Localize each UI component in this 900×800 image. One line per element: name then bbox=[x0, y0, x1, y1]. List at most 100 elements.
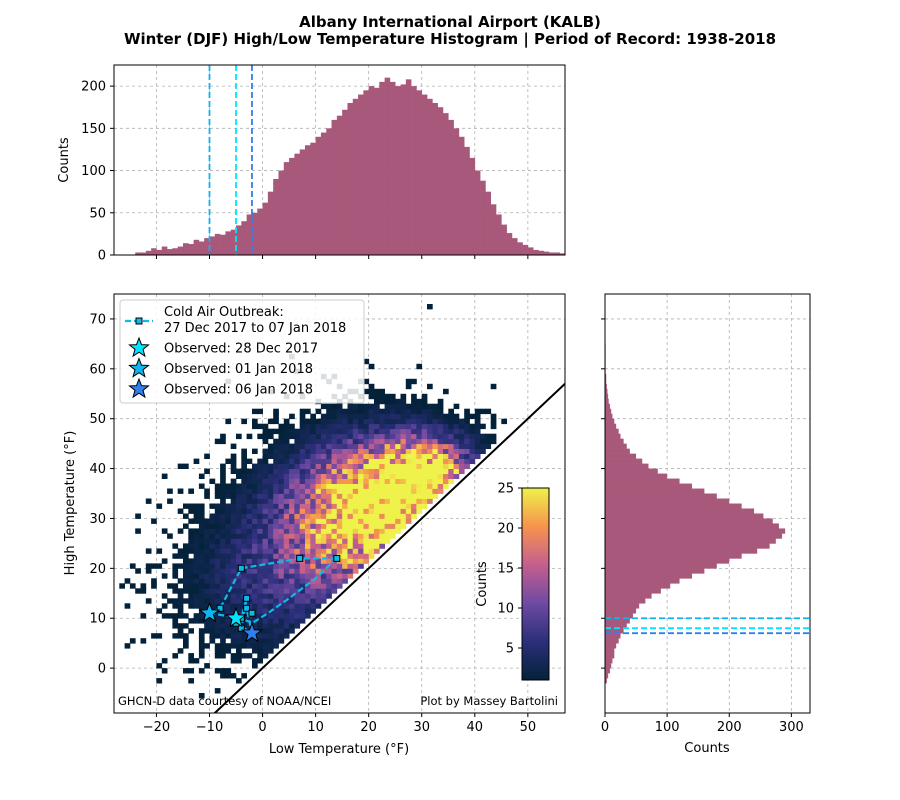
density-cell bbox=[252, 498, 258, 504]
density-cell bbox=[214, 628, 221, 634]
density-cell bbox=[480, 448, 486, 454]
density-cell bbox=[241, 638, 247, 644]
density-cell bbox=[305, 418, 311, 425]
density-cell bbox=[283, 488, 290, 494]
density-cell bbox=[432, 443, 439, 449]
density-cell bbox=[437, 458, 444, 464]
density-cell bbox=[427, 458, 433, 464]
density-cell bbox=[241, 548, 247, 554]
density-cell bbox=[331, 483, 338, 489]
density-cell bbox=[246, 548, 253, 554]
density-cell bbox=[395, 488, 401, 494]
density-cell bbox=[252, 568, 258, 574]
density-cell bbox=[389, 438, 396, 445]
density-cell bbox=[278, 483, 285, 489]
density-cell bbox=[289, 478, 295, 484]
density-cell bbox=[273, 613, 279, 619]
density-cell bbox=[389, 473, 396, 479]
top-histogram-bar bbox=[480, 180, 486, 255]
density-cell bbox=[320, 508, 327, 514]
density-cell bbox=[214, 563, 221, 569]
right-histogram-frame bbox=[604, 293, 811, 714]
density-cell bbox=[342, 503, 348, 509]
density-cell bbox=[220, 543, 226, 549]
density-cell bbox=[273, 543, 279, 549]
density-cell bbox=[246, 573, 253, 579]
density-cell bbox=[188, 488, 194, 494]
density-cell bbox=[331, 423, 338, 430]
density-cell bbox=[188, 543, 194, 549]
density-cell bbox=[384, 528, 391, 534]
density-cell bbox=[273, 503, 279, 509]
density-cell bbox=[342, 533, 348, 539]
density-cell bbox=[421, 423, 428, 430]
density-cell bbox=[368, 438, 375, 445]
density-cell bbox=[358, 528, 364, 534]
density-cell bbox=[230, 528, 237, 534]
density-cell bbox=[161, 558, 168, 564]
density-cell bbox=[262, 538, 269, 544]
density-cell bbox=[411, 403, 417, 410]
density-cell bbox=[374, 403, 380, 410]
density-cell bbox=[230, 643, 237, 649]
density-cell bbox=[310, 418, 316, 425]
density-cell bbox=[140, 613, 147, 619]
density-cell bbox=[151, 578, 157, 584]
top-histogram-bar bbox=[188, 244, 194, 255]
density-cell bbox=[421, 463, 428, 469]
density-cell bbox=[230, 533, 237, 539]
density-cell bbox=[220, 498, 226, 504]
density-cell bbox=[209, 628, 216, 634]
density-cell bbox=[198, 553, 205, 559]
outbreak-point bbox=[243, 594, 251, 602]
density-cell bbox=[342, 443, 348, 449]
density-cell bbox=[129, 583, 136, 589]
top-histogram-bar bbox=[225, 231, 232, 255]
density-cell bbox=[236, 553, 242, 559]
density-cell bbox=[379, 433, 385, 440]
density-cell bbox=[427, 478, 433, 484]
density-cell bbox=[443, 423, 449, 430]
density-cell bbox=[352, 493, 359, 499]
density-cell bbox=[283, 608, 290, 614]
density-cell bbox=[273, 458, 279, 464]
density-cell bbox=[352, 453, 359, 459]
right-histogram-bar bbox=[605, 658, 613, 664]
top-histogram-bar bbox=[437, 107, 444, 255]
density-cell bbox=[395, 483, 401, 489]
density-cell bbox=[267, 638, 274, 644]
top-histogram-bar bbox=[204, 238, 210, 255]
density-cell bbox=[389, 503, 396, 509]
density-cell bbox=[437, 463, 444, 469]
density-cell bbox=[374, 413, 380, 420]
density-cell bbox=[374, 543, 380, 549]
density-cell bbox=[331, 588, 338, 594]
density-cell bbox=[347, 493, 354, 499]
density-cell bbox=[342, 518, 348, 524]
density-cell bbox=[427, 453, 433, 459]
density-cell bbox=[262, 493, 269, 499]
density-cell bbox=[432, 488, 439, 494]
density-cell bbox=[342, 413, 348, 420]
density-cell bbox=[294, 478, 301, 484]
right-histogram-bar bbox=[605, 633, 621, 639]
density-cell bbox=[437, 443, 444, 449]
density-cell bbox=[151, 583, 157, 589]
density-cell bbox=[400, 503, 407, 509]
density-cell bbox=[336, 518, 343, 524]
density-cell bbox=[374, 548, 380, 554]
density-cell bbox=[448, 423, 454, 430]
density-cell bbox=[262, 428, 269, 435]
density-cell bbox=[183, 583, 189, 589]
density-cell bbox=[236, 488, 242, 494]
density-cell bbox=[273, 533, 279, 539]
density-cell bbox=[469, 433, 476, 440]
density-cell bbox=[331, 518, 338, 524]
density-cell bbox=[236, 483, 242, 489]
density-cell bbox=[315, 488, 322, 494]
top-histogram-bar bbox=[427, 98, 433, 255]
density-cell bbox=[315, 408, 322, 415]
density-cell bbox=[283, 543, 290, 549]
density-cell bbox=[262, 603, 269, 609]
density-cell bbox=[458, 428, 465, 435]
